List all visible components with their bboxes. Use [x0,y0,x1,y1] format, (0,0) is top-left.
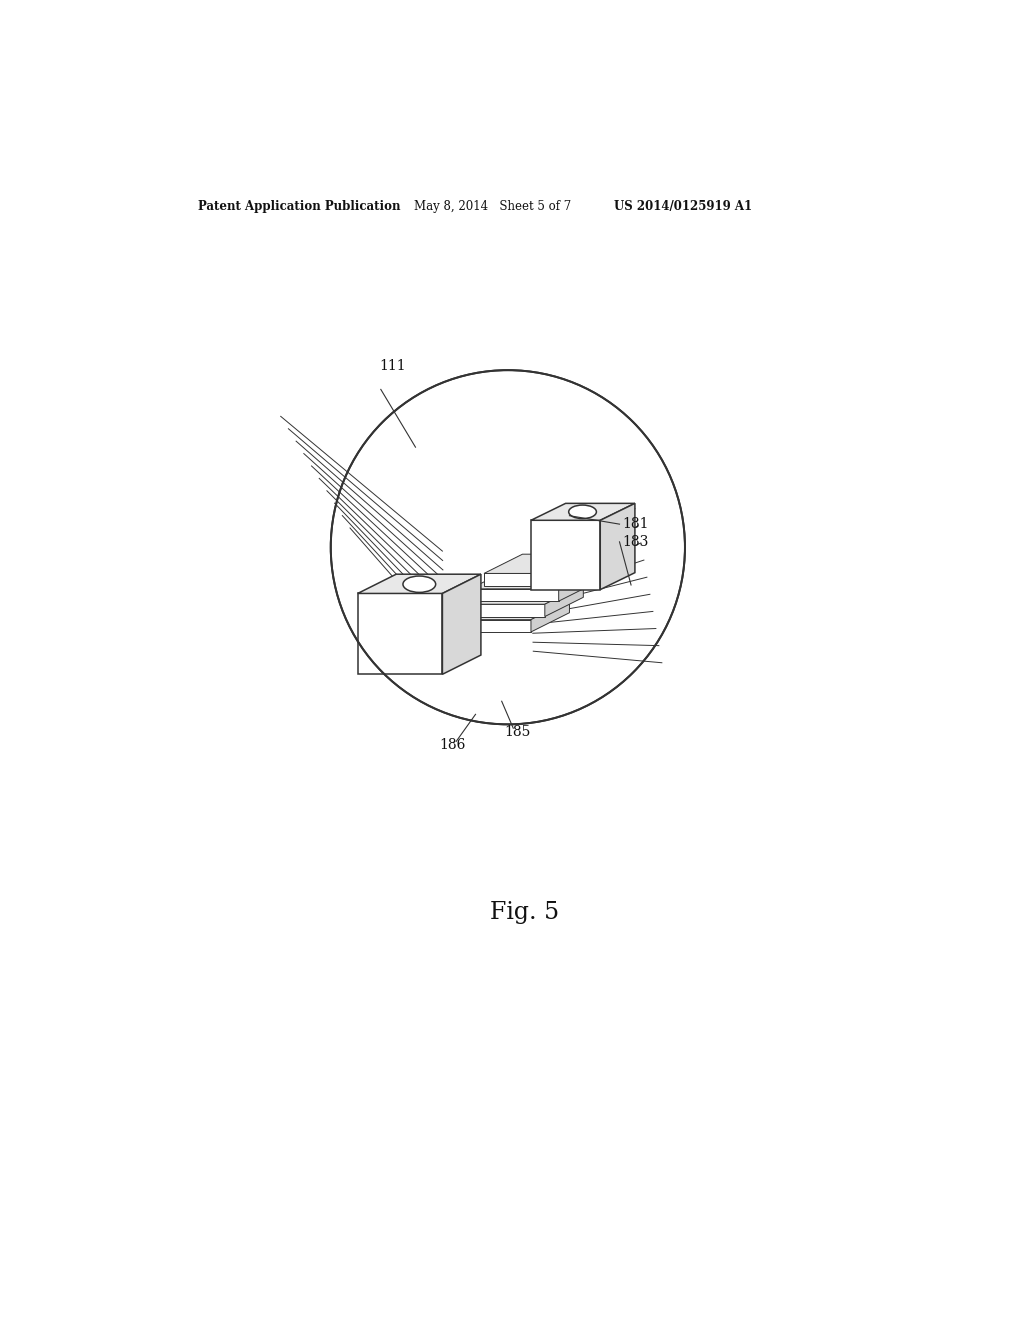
Polygon shape [572,554,611,586]
Polygon shape [484,573,572,586]
Polygon shape [531,520,600,590]
Polygon shape [357,594,442,675]
Text: 111: 111 [379,359,406,374]
Polygon shape [531,601,569,632]
Polygon shape [357,574,481,594]
Polygon shape [484,554,611,573]
Text: 186: 186 [439,738,466,752]
Text: US 2014/0125919 A1: US 2014/0125919 A1 [614,199,753,213]
Text: May 8, 2014   Sheet 5 of 7: May 8, 2014 Sheet 5 of 7 [414,199,571,213]
Polygon shape [442,601,569,619]
Polygon shape [442,619,531,632]
Text: 185: 185 [504,725,530,739]
Polygon shape [600,503,635,590]
Polygon shape [545,585,584,616]
Polygon shape [470,570,597,589]
Text: 183: 183 [622,535,648,549]
Ellipse shape [568,506,596,519]
Polygon shape [442,574,481,675]
Ellipse shape [403,576,435,593]
Text: Patent Application Publication: Patent Application Publication [199,199,400,213]
Text: 181: 181 [622,517,648,531]
Text: Fig. 5: Fig. 5 [490,902,559,924]
Polygon shape [457,605,545,616]
Polygon shape [470,589,559,601]
Polygon shape [457,585,584,605]
Polygon shape [559,570,597,601]
Polygon shape [531,503,635,520]
